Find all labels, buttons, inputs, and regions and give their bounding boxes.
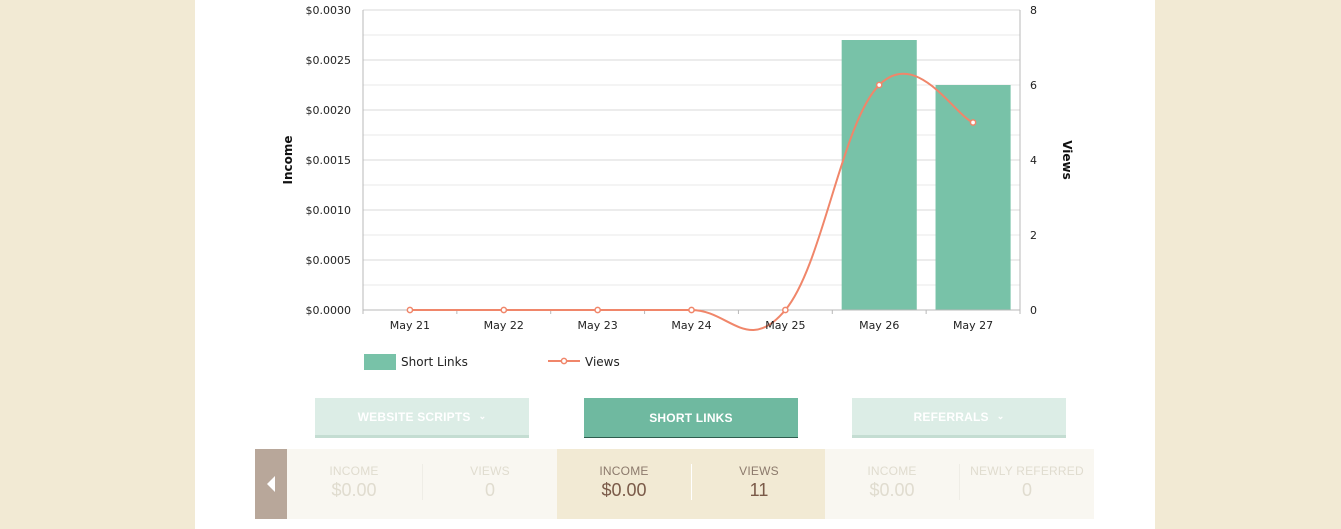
views-point-may-27 [969,119,977,126]
views-point-may-24 [688,306,695,314]
stat-label: Views [739,463,779,478]
tab-referrals[interactable]: Referrals ⌄ [852,398,1066,438]
views-point-may-25 [782,306,789,314]
stat-income: Income $0.00 [287,449,421,519]
stat-views: Views 11 [692,449,826,519]
tab-short-links[interactable]: Short Links [584,398,798,438]
income-views-chart: $0.0000 $0.0005 $0.0010 $0.0015 $0.0020 $0.00… [281,4,1074,370]
y2-tick-label: 0 [1030,304,1037,317]
y-axis-title: Income [281,135,295,184]
y-tick-label: $0.0005 [306,254,352,267]
views-point-may-23 [594,306,601,314]
divider [959,464,960,500]
stat-label: Income [599,463,649,478]
x-tick-label: May 24 [671,319,711,332]
y2-tick-label: 8 [1030,4,1037,17]
stat-label: Income [329,463,379,478]
x-tick-label: May 27 [953,319,993,332]
stat-value: 11 [749,479,769,500]
stat-value: $0.00 [869,479,915,500]
legend-swatch-short-links [364,354,396,370]
tab-website-scripts[interactable]: Website Scripts ⌄ [315,398,529,438]
stat-label: Income [867,463,917,478]
bar-may-26 [841,40,917,310]
chevron-down-icon: ⌄ [478,411,487,421]
y2-tick-label: 6 [1030,79,1037,92]
tab-website-scripts-label: Website Scripts [357,409,471,424]
y-tick-label: $0.0000 [306,304,352,317]
stat-value: $0.00 [331,479,377,500]
stats-group-website-scripts: Income $0.00 Views 0 [287,449,557,519]
stat-value: 0 [1021,479,1032,500]
legend-label-views: Views [585,355,620,369]
stat-label: Newly Referred [970,463,1084,478]
caret-left-icon [267,476,275,492]
y-tick-label: $0.0010 [306,204,352,217]
stat-newly-referred: Newly Referred 0 [960,449,1094,519]
stats-prev-button[interactable] [255,449,287,519]
bar-may-27 [935,85,1011,310]
divider [691,464,692,500]
y-tick-label: $0.0015 [306,154,352,167]
y-tick-label: $0.0020 [306,104,352,117]
x-tick-label: May 25 [765,319,805,332]
views-point-may-21 [406,306,414,314]
y2-tick-label: 2 [1030,229,1037,242]
tab-short-links-label: Short Links [649,410,733,425]
y2-axis-title: Views [1060,140,1074,180]
stat-value: 0 [484,479,495,500]
stat-income: Income $0.00 [825,449,959,519]
views-point-may-26 [875,81,883,89]
stat-views: Views 0 [423,449,557,519]
stats-group-short-links: Income $0.00 Views 11 [557,449,825,519]
x-tick-label: May 22 [484,319,524,332]
y-tick-label: $0.0025 [306,54,352,67]
tab-referrals-label: Referrals [913,409,989,424]
y2-tick-label: 4 [1030,154,1037,167]
legend-label-short-links: Short Links [401,355,468,369]
stat-value: $0.00 [601,479,647,500]
stats-group-referrals: Income $0.00 Newly Referred 0 [825,449,1094,519]
x-tick-label: May 23 [578,319,618,332]
x-tick-label: May 26 [859,319,899,332]
divider [422,464,423,500]
y-tick-label: $0.0030 [306,4,352,17]
legend-marker-views [560,357,568,365]
stat-label: Views [470,463,510,478]
x-tick-label: May 21 [390,319,430,332]
stat-income: Income $0.00 [557,449,691,519]
chevron-down-icon: ⌄ [996,411,1005,421]
stats-strip: Income $0.00 Views 0 Income $0.00 Views … [255,449,1094,519]
views-point-may-22 [500,306,508,314]
